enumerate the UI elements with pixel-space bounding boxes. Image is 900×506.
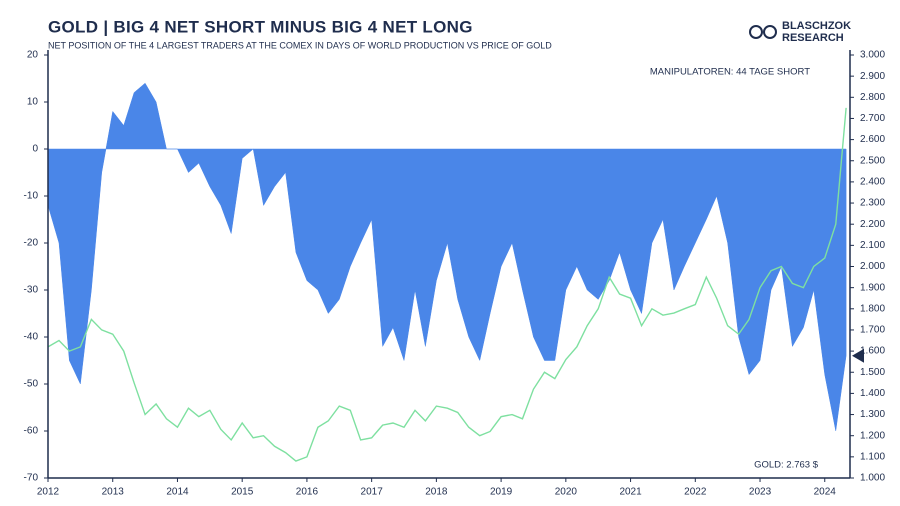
y-tick-label: -40 bbox=[24, 332, 39, 343]
y2-tick-label: 2.400 bbox=[860, 177, 885, 188]
y-tick-label: -20 bbox=[24, 238, 39, 249]
y-tick-label: -70 bbox=[24, 473, 39, 484]
net-position-area bbox=[47, 82, 847, 432]
logo: BLASCHZOK RESEARCH bbox=[749, 20, 851, 44]
y2-tick-label: 1.500 bbox=[860, 367, 885, 378]
logo-icon bbox=[763, 25, 777, 39]
y2-tick-label: 1.200 bbox=[860, 430, 885, 441]
y-tick-label: -60 bbox=[24, 426, 39, 437]
y2-tick-label: 2.900 bbox=[860, 71, 885, 82]
y2-tick-label: 2.500 bbox=[860, 155, 885, 166]
logo-text: RESEARCH bbox=[782, 32, 844, 44]
y2-tick-label: 1.600 bbox=[860, 346, 885, 357]
annotation: GOLD: 2.763 $ bbox=[754, 460, 819, 471]
y2-tick-label: 1.800 bbox=[860, 303, 885, 314]
x-tick-label: 2024 bbox=[814, 487, 837, 498]
y2-tick-label: 2.000 bbox=[860, 261, 885, 272]
x-tick-label: 2019 bbox=[490, 487, 513, 498]
y-tick-label: 0 bbox=[32, 144, 38, 155]
y2-tick-label: 2.300 bbox=[860, 198, 885, 209]
x-tick-label: 2015 bbox=[231, 487, 254, 498]
y2-tick-label: 2.600 bbox=[860, 134, 885, 145]
y2-tick-label: 2.800 bbox=[860, 92, 885, 103]
x-tick-label: 2020 bbox=[555, 487, 578, 498]
y-tick-label: 20 bbox=[27, 50, 39, 61]
x-tick-label: 2023 bbox=[749, 487, 772, 498]
gold-line bbox=[47, 107, 847, 462]
y2-tick-label: 1.700 bbox=[860, 325, 885, 336]
x-tick-label: 2017 bbox=[361, 487, 384, 498]
y2-tick-label: 2.700 bbox=[860, 113, 885, 124]
y-tick-label: -10 bbox=[24, 191, 39, 202]
y2-tick-label: 1.400 bbox=[860, 388, 885, 399]
chart-subtitle: NET POSITION OF THE 4 LARGEST TRADERS AT… bbox=[48, 40, 552, 50]
x-tick-label: 2014 bbox=[166, 487, 189, 498]
x-tick-label: 2013 bbox=[102, 487, 125, 498]
y2-tick-label: 3.000 bbox=[860, 50, 885, 61]
x-tick-label: 2012 bbox=[37, 487, 60, 498]
y2-tick-label: 2.200 bbox=[860, 219, 885, 230]
y2-tick-label: 2.100 bbox=[860, 240, 885, 251]
y2-tick-label: 1.900 bbox=[860, 282, 885, 293]
logo-text: BLASCHZOK bbox=[782, 20, 851, 32]
annotation: MANIPULATOREN: 44 TAGE SHORT bbox=[650, 67, 810, 78]
y-tick-label: -50 bbox=[24, 379, 39, 390]
x-tick-label: 2022 bbox=[684, 487, 707, 498]
x-tick-label: 2016 bbox=[296, 487, 319, 498]
chart-title: GOLD | BIG 4 NET SHORT MINUS BIG 4 NET L… bbox=[48, 17, 473, 36]
current-marker bbox=[852, 348, 864, 363]
y2-tick-label: 1.100 bbox=[860, 451, 885, 462]
x-tick-label: 2021 bbox=[619, 487, 642, 498]
logo-icon bbox=[749, 25, 763, 39]
y2-tick-label: 1.000 bbox=[860, 473, 885, 484]
x-tick-label: 2018 bbox=[425, 487, 448, 498]
y2-tick-label: 1.300 bbox=[860, 409, 885, 420]
y-tick-label: -30 bbox=[24, 285, 39, 296]
y-tick-label: 10 bbox=[27, 97, 39, 108]
